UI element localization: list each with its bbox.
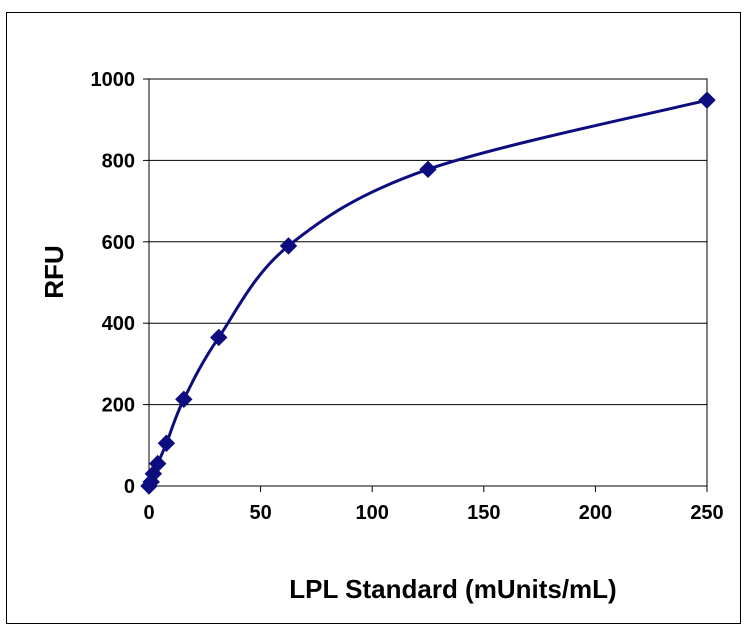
data-point-marker: [698, 91, 716, 109]
y-tick-label: 800: [102, 150, 135, 172]
series-line: [147, 98, 709, 488]
y-tick-label: 400: [102, 313, 135, 335]
tick-labels: 0 200 400 600 800 1000 0 50 100 150 200 250: [91, 69, 724, 524]
markers: [140, 91, 716, 495]
axes: [143, 78, 708, 492]
x-tick-label: 100: [356, 502, 389, 524]
y-tick-label: 1000: [91, 69, 136, 91]
y-tick-label: 600: [102, 232, 135, 254]
y-tick-label: 200: [102, 395, 135, 417]
data-point-marker: [157, 434, 176, 452]
y-tick-label: 0: [124, 476, 135, 498]
data-point-marker: [279, 237, 298, 255]
y-axis-title: RFU: [39, 245, 69, 298]
x-tick-label: 50: [249, 502, 271, 524]
data-point-marker: [148, 454, 167, 473]
x-tick-label: 150: [467, 502, 500, 524]
chart-frame: [6, 12, 741, 624]
series: [147, 98, 709, 488]
data-point-marker: [175, 390, 193, 409]
x-tick-label: 0: [143, 502, 154, 524]
data-point-marker: [210, 328, 228, 347]
x-axis-title: LPL Standard (mUnits/mL): [289, 574, 616, 604]
gridlines: [149, 78, 707, 406]
x-tick-label: 200: [579, 502, 612, 524]
x-tick-label: 250: [690, 502, 723, 524]
data-point-marker: [419, 160, 437, 179]
plot-area: [148, 78, 708, 487]
